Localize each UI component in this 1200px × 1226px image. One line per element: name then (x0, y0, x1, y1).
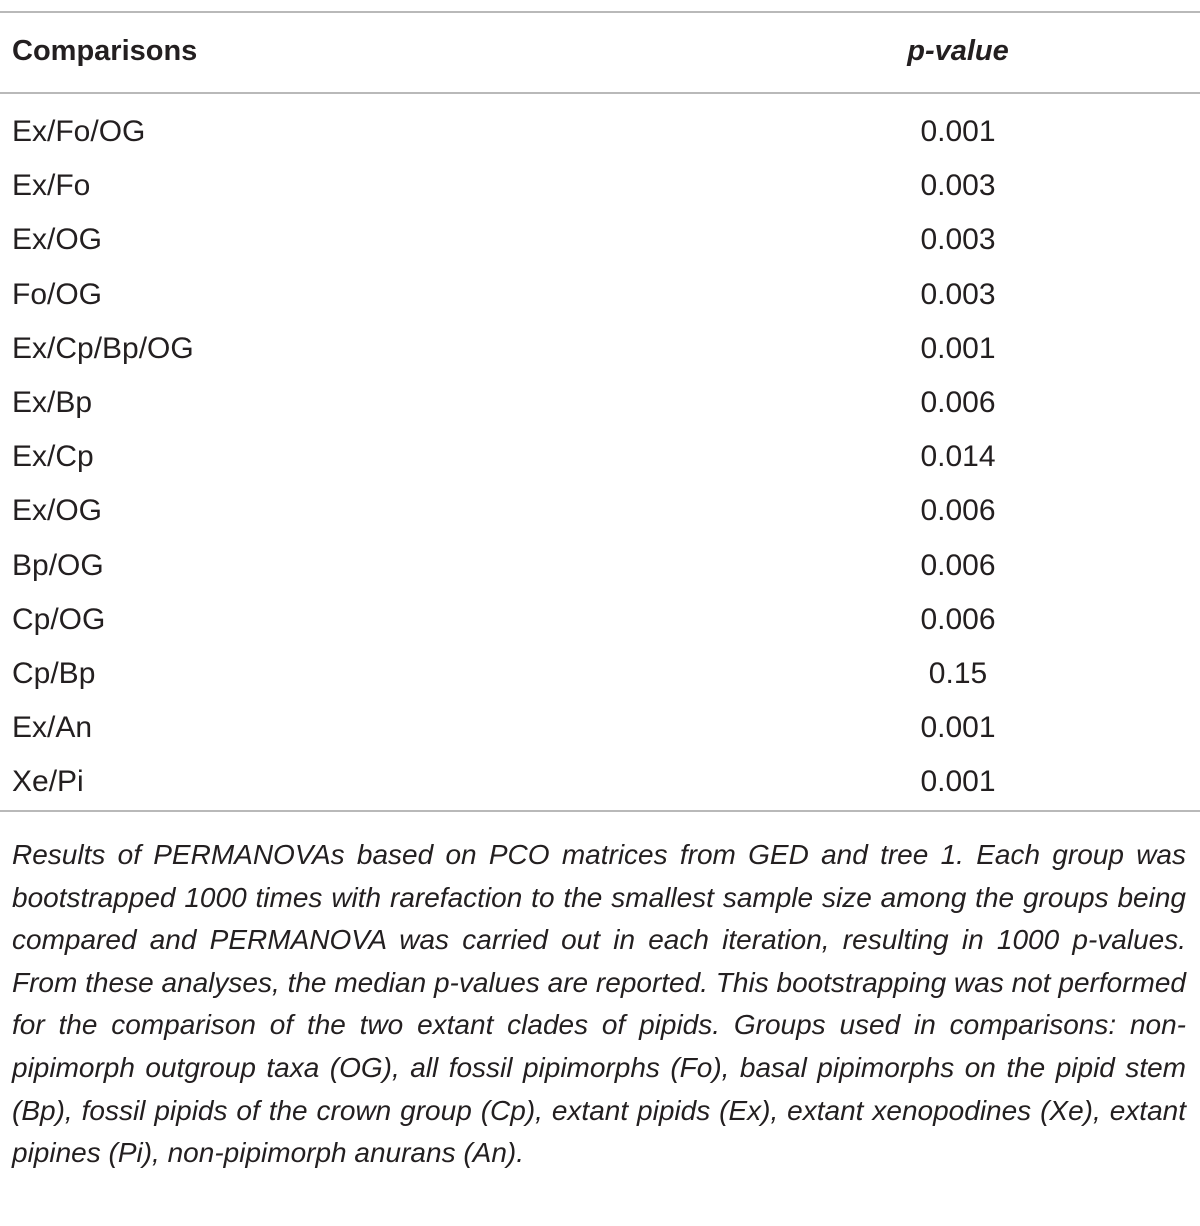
comparison-cell: Cp/OG (12, 602, 106, 636)
p-value-cell: 0.003 (920, 169, 996, 203)
header-p-value: p-value (907, 35, 1009, 67)
comparison-cell: Ex/Cp (12, 440, 94, 474)
table-row: Ex/Fo 0.003 (0, 160, 1200, 214)
p-value-cell: 0.003 (920, 277, 996, 311)
table-row: Ex/Cp/Bp/OG 0.001 (0, 323, 1200, 377)
table-header-rule (0, 92, 1200, 94)
table-row: Cp/Bp 0.15 (0, 648, 1200, 702)
comparison-cell: Ex/OG (12, 494, 103, 528)
p-value-cell: 0.001 (920, 115, 996, 148)
table-body: Ex/Fo/OG 0.001 Ex/Fo 0.003 Ex/OG 0.003 F… (0, 106, 1200, 810)
table-header-row: Comparisons p-value (0, 13, 1200, 92)
p-value-cell: 0.006 (920, 494, 996, 528)
comparison-cell: Ex/An (12, 711, 93, 745)
p-value-cell: 0.006 (920, 548, 996, 582)
comparison-cell: Xe/Pi (12, 765, 84, 799)
p-value-cell: 0.006 (920, 385, 996, 419)
comparison-cell: Fo/OG (12, 277, 103, 311)
comparison-cell: Ex/Fo (12, 169, 91, 203)
p-value-cell: 0.001 (920, 711, 996, 745)
table-row: Ex/OG 0.006 (0, 485, 1200, 539)
table-top-rule (0, 11, 1200, 13)
comparison-cell: Ex/Bp (12, 385, 93, 419)
table-row: Bp/OG 0.006 (0, 540, 1200, 594)
header-comparisons: Comparisons (12, 35, 198, 67)
table-row: Ex/Bp 0.006 (0, 377, 1200, 431)
table-row: Ex/OG 0.003 (0, 214, 1200, 268)
comparison-cell: Cp/Bp (12, 656, 96, 690)
table-row: Xe/Pi 0.001 (0, 756, 1200, 810)
table-row: Cp/OG 0.006 (0, 594, 1200, 648)
table-row: Ex/An 0.001 (0, 702, 1200, 756)
comparison-cell: Ex/Fo/OG (12, 115, 146, 148)
table-row: Ex/Fo/OG 0.001 (0, 106, 1200, 160)
table-row: Fo/OG 0.003 (0, 269, 1200, 323)
comparison-cell: Ex/OG (12, 223, 103, 257)
p-value-cell: 0.006 (920, 602, 996, 636)
p-value-cell: 0.15 (928, 656, 988, 690)
table-footnote: Results of PERMANOVAs based on PCO matri… (12, 839, 1186, 1169)
comparison-cell: Ex/Cp/Bp/OG (12, 331, 194, 365)
p-value-cell: 0.014 (920, 440, 996, 474)
p-value-cell: 0.001 (920, 331, 996, 365)
p-value-cell: 0.001 (920, 765, 996, 799)
comparison-cell: Bp/OG (12, 548, 104, 582)
p-value-cell: 0.003 (920, 223, 996, 257)
table-bottom-rule (0, 810, 1200, 812)
table-row: Ex/Cp 0.014 (0, 431, 1200, 485)
